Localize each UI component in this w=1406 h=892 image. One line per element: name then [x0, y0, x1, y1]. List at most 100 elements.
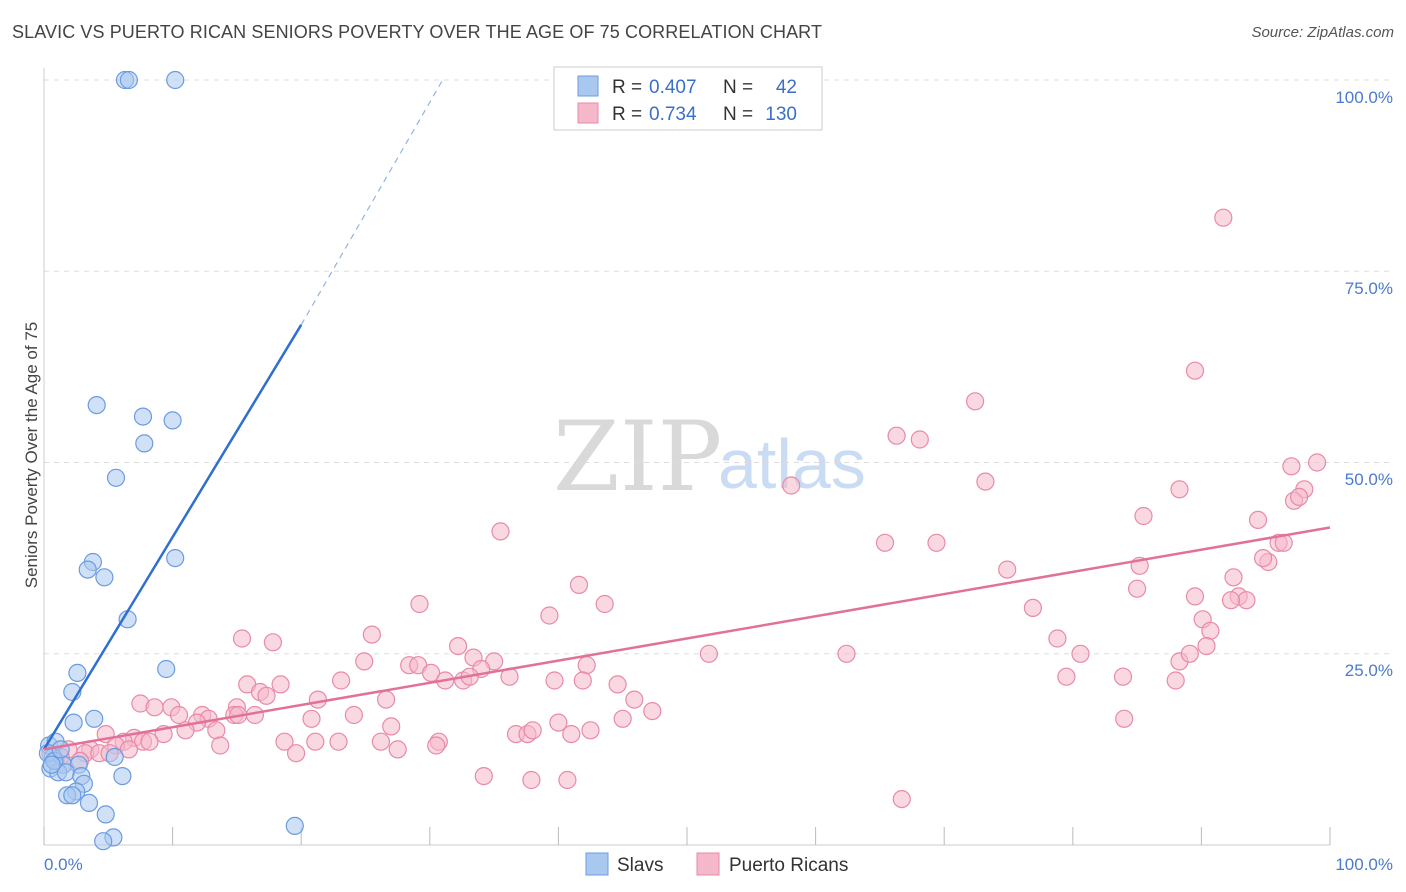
axes — [43, 68, 1331, 846]
point-puerto-ricans-91 — [382, 717, 401, 736]
point-puerto-ricans-7 — [782, 476, 801, 495]
point-slavs-34 — [94, 832, 113, 851]
stats-legend-n-value-puerto-ricans: 130 — [765, 104, 797, 125]
point-puerto-ricans-25 — [569, 575, 589, 595]
point-puerto-ricans-23 — [998, 560, 1017, 579]
point-slavs-10 — [78, 560, 97, 579]
trend-line-slavs-extension — [300, 79, 444, 326]
point-puerto-ricans-5 — [1282, 457, 1301, 476]
point-puerto-ricans-30 — [1185, 587, 1205, 606]
point-puerto-ricans-36 — [1201, 621, 1220, 640]
point-puerto-ricans-54 — [1113, 667, 1133, 686]
y-axis-label: Seniors Poverty Over the Age of 75 — [22, 322, 41, 588]
point-puerto-ricans-26 — [1127, 579, 1147, 598]
point-puerto-ricans-113 — [287, 744, 306, 763]
point-puerto-ricans-60 — [332, 671, 351, 690]
point-puerto-ricans-37 — [232, 629, 252, 648]
point-slavs-2 — [166, 70, 185, 90]
point-puerto-ricans-125 — [1057, 667, 1076, 686]
point-slavs-35 — [285, 816, 304, 836]
point-puerto-ricans-6 — [1307, 453, 1327, 472]
point-puerto-ricans-114 — [388, 740, 407, 759]
point-puerto-ricans-79 — [549, 713, 568, 732]
point-slavs-31 — [79, 793, 99, 813]
stats-legend-r-value-slavs: 0.407 — [649, 77, 697, 98]
point-puerto-ricans-55 — [1166, 671, 1185, 690]
y-tick-label-50: 50.0% — [1345, 470, 1393, 489]
series-legend-swatch-slavs[interactable] — [585, 852, 609, 876]
point-slavs-4 — [133, 407, 153, 426]
trend-layer — [42, 79, 1331, 751]
x-tick-label-max: 100.0% — [1335, 855, 1393, 874]
point-puerto-ricans-59 — [573, 671, 592, 690]
point-puerto-ricans-15 — [491, 522, 510, 541]
point-puerto-ricans-0 — [1214, 208, 1233, 227]
series-legend-label-puerto-ricans[interactable]: Puerto Ricans — [729, 855, 848, 876]
point-puerto-ricans-17 — [927, 533, 946, 552]
point-puerto-ricans-102 — [371, 732, 390, 751]
point-puerto-ricans-3 — [887, 426, 906, 445]
point-puerto-ricans-119 — [474, 766, 493, 786]
point-slavs-7 — [106, 468, 126, 487]
stats-legend-n-label-puerto-ricans: N = — [723, 104, 753, 125]
point-puerto-ricans-128 — [581, 721, 600, 740]
point-puerto-ricans-43 — [699, 644, 719, 663]
watermark-zip: ZIP — [553, 401, 722, 513]
point-puerto-ricans-29 — [1221, 591, 1241, 610]
point-puerto-ricans-2 — [965, 392, 985, 411]
stats-legend-swatch-slavs — [577, 75, 599, 97]
point-slavs-13 — [68, 663, 87, 683]
source-credit: Source: ZipAtlas.com — [1251, 24, 1394, 41]
y-tick-label-25: 25.0% — [1345, 661, 1393, 680]
point-puerto-ricans-81 — [643, 701, 662, 721]
point-puerto-ricans-13 — [1134, 506, 1153, 526]
point-slavs-40 — [105, 747, 124, 767]
point-puerto-ricans-28 — [1237, 591, 1256, 610]
point-puerto-ricans-120 — [522, 770, 541, 790]
point-puerto-ricans-67 — [625, 690, 644, 709]
stats-legend-r-label-puerto-ricans: R = — [612, 104, 642, 125]
point-puerto-ricans-46 — [577, 656, 596, 675]
series-legend-label-slavs[interactable]: Slavs — [617, 855, 663, 876]
point-puerto-ricans-14 — [1248, 510, 1268, 530]
point-puerto-ricans-16 — [875, 533, 895, 552]
point-slavs-30 — [63, 786, 82, 805]
point-slavs-11 — [95, 568, 114, 587]
point-slavs-3 — [87, 396, 106, 415]
point-puerto-ricans-31 — [595, 594, 614, 614]
stats-legend-box — [553, 66, 823, 131]
point-puerto-ricans-122 — [892, 789, 911, 809]
point-slavs-6 — [135, 434, 154, 453]
point-puerto-ricans-1 — [1185, 361, 1205, 380]
stats-legend-r-value-puerto-ricans: 0.734 — [649, 104, 697, 125]
point-puerto-ricans-78 — [302, 709, 321, 728]
stats-legend-swatch-puerto-ricans — [577, 102, 599, 124]
point-puerto-ricans-24 — [1224, 568, 1243, 587]
point-slavs-39 — [51, 740, 70, 759]
trend-line-slavs — [42, 324, 303, 751]
point-puerto-ricans-129 — [608, 675, 627, 694]
stats-legend-n-value-slavs: 42 — [776, 77, 797, 98]
point-puerto-ricans-8 — [976, 472, 995, 491]
series-legend-swatch-puerto-ricans[interactable] — [696, 852, 720, 876]
point-puerto-ricans-66 — [377, 690, 396, 709]
x-tick-label-min: 0.0% — [44, 855, 83, 874]
point-puerto-ricans-58 — [545, 671, 564, 690]
point-puerto-ricans-32 — [410, 594, 429, 614]
point-puerto-ricans-65 — [308, 690, 327, 709]
trend-line-puerto-ricans — [43, 526, 1331, 751]
stats-legend: R = 0.407 N = 42 R = 0.734 N = 130 — [553, 66, 823, 131]
point-puerto-ricans-123 — [837, 644, 856, 663]
point-puerto-ricans-21 — [1253, 548, 1273, 568]
point-puerto-ricans-92 — [1115, 709, 1134, 728]
point-puerto-ricans-80 — [613, 709, 632, 728]
point-puerto-ricans-62 — [271, 675, 290, 694]
point-puerto-ricans-121 — [558, 770, 577, 790]
series-legend: Slavs Puerto Ricans — [585, 852, 848, 876]
point-slavs-14 — [157, 659, 176, 679]
point-puerto-ricans-38 — [263, 633, 282, 652]
y-tick-label-100: 100.0% — [1335, 88, 1393, 107]
point-puerto-ricans-9 — [1170, 480, 1189, 499]
point-puerto-ricans-39 — [362, 625, 381, 644]
point-puerto-ricans-74 — [344, 705, 363, 725]
